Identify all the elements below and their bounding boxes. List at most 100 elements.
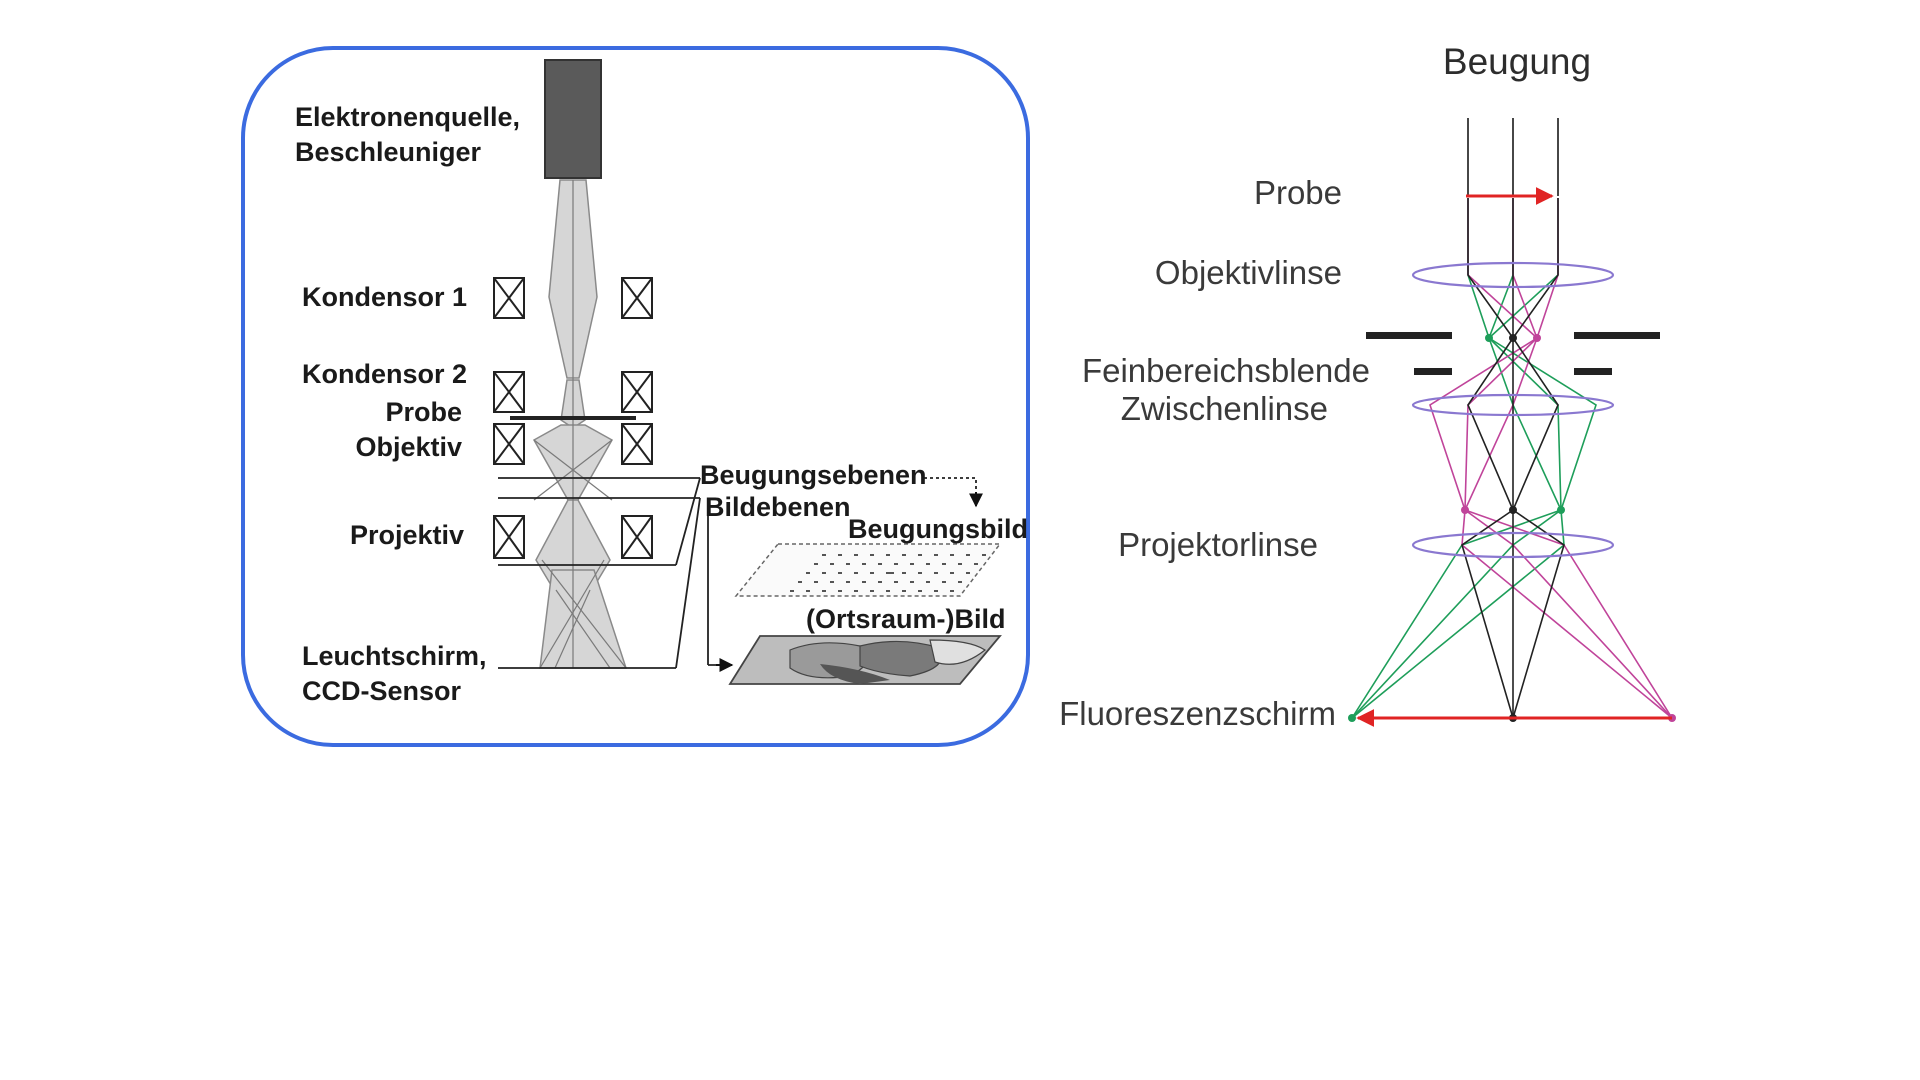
diffraction-spot (806, 572, 810, 574)
beam-rays (533, 180, 627, 669)
diffraction-spot (950, 572, 954, 574)
diagram-title: Beugung (1443, 41, 1591, 82)
diffraction-spot (838, 590, 842, 592)
plane-lines (498, 477, 977, 669)
diffraction-spot (878, 581, 882, 583)
diffraction-spot (958, 563, 962, 565)
label-screen-2: CCD-Sensor (302, 676, 462, 706)
diffraction-spot (822, 572, 826, 574)
diffraction-spot (926, 581, 930, 583)
incoming-beam (1467, 118, 1559, 196)
diffraction-spot (790, 590, 794, 592)
label-image-planes: Bildebenen (705, 492, 851, 522)
ray-trace (1464, 198, 1673, 719)
diffraction-spot (894, 581, 898, 583)
label-probe: Probe (1254, 174, 1342, 211)
projective-coils (493, 515, 653, 559)
label-projective: Projektiv (350, 520, 464, 550)
diffraction-spot (846, 581, 850, 583)
diffraction-spot (854, 572, 858, 574)
diffraction-spot (950, 590, 954, 592)
diffraction-spot (950, 554, 954, 556)
diffraction-spot (862, 581, 866, 583)
diffraction-spot (910, 581, 914, 583)
diffraction-spot (870, 590, 874, 592)
diffraction-spot (926, 563, 930, 565)
label-aperture: Feinbereichsblende (1082, 352, 1370, 389)
diffraction-spot (814, 581, 818, 583)
diffraction-spot (830, 581, 834, 583)
ray-group-green (1351, 198, 1597, 719)
selected-area-aperture (1366, 332, 1660, 375)
diffraction-spot (806, 590, 810, 592)
left-tem-column-diagram: Elektronenquelle, Beschleuniger Kondenso… (241, 46, 1030, 747)
ray-trace (1351, 198, 1562, 719)
condenser-2-coils (493, 371, 653, 413)
diffraction-spot (934, 572, 938, 574)
diffraction-spot (822, 590, 826, 592)
diffraction-spot (934, 590, 938, 592)
diffraction-spot (886, 554, 890, 556)
ray-trace (1461, 198, 1559, 719)
intermediate-lens (1411, 393, 1615, 417)
objective-lens (1411, 261, 1615, 289)
focal-points (1348, 334, 1676, 722)
diffraction-spot (878, 563, 882, 565)
diffraction-spot (958, 581, 962, 583)
label-diffraction-image: Beugungsbild (848, 514, 1028, 544)
diffraction-spot (870, 572, 874, 574)
diffraction-spot (902, 554, 906, 556)
real-space-image-plate (728, 635, 1002, 685)
diffraction-spot (854, 554, 858, 556)
diffraction-spot (966, 554, 970, 556)
diffraction-spot (822, 554, 826, 556)
label-condenser-2: Kondensor 2 (302, 359, 467, 389)
label-intermediate-lens: Zwischenlinse (1121, 390, 1328, 427)
ray-trace (1461, 198, 1673, 719)
diffraction-spot (846, 563, 850, 565)
label-objective: Objektiv (355, 432, 462, 462)
diffraction-spot (942, 581, 946, 583)
diffraction-spot (814, 563, 818, 565)
ray-trace (1351, 198, 1565, 719)
right-diffraction-ray-diagram: Beugung (1059, 41, 1676, 732)
diffraction-spot (902, 572, 906, 574)
diffraction-spot (862, 563, 866, 565)
diffraction-spot (838, 572, 842, 574)
diffraction-spot (934, 554, 938, 556)
diffraction-spot (886, 590, 890, 592)
diffraction-spot (982, 554, 986, 556)
diffraction-spot (854, 590, 858, 592)
diffraction-spot (918, 554, 922, 556)
label-real-space-image: (Ortsraum-)Bild (806, 604, 1006, 634)
label-objective-lens: Objektivlinse (1155, 254, 1342, 291)
projector-lens (1411, 531, 1615, 559)
condenser-1-coils (493, 277, 653, 319)
diffraction-spot (870, 554, 874, 556)
ray-group-magenta (1429, 198, 1673, 719)
diffraction-spot (886, 572, 894, 574)
label-electron-source-1: Elektronenquelle, (295, 102, 520, 132)
label-projector-lens: Projektorlinse (1118, 526, 1318, 563)
label-condenser-1: Kondensor 1 (302, 282, 467, 312)
diffraction-spot (894, 563, 898, 565)
label-diffraction-planes: Beugungsebenen (700, 460, 927, 490)
diffraction-spot (918, 590, 922, 592)
diffraction-spot (974, 563, 978, 565)
objective-coils (493, 423, 653, 465)
diffraction-spot (830, 563, 834, 565)
diffraction-spot (966, 572, 970, 574)
diffraction-spot (902, 590, 906, 592)
label-fluorescent-screen: Fluoreszenzschirm (1059, 695, 1336, 732)
diffraction-spot (910, 563, 914, 565)
electron-source (544, 59, 602, 179)
label-electron-source-2: Beschleuniger (295, 137, 482, 167)
label-sample: Probe (385, 397, 462, 427)
diffraction-spot (918, 572, 922, 574)
diffraction-spot (798, 581, 802, 583)
label-screen-1: Leuchtschirm, (302, 641, 487, 671)
ray-group-black (1461, 198, 1565, 719)
diffraction-spot (942, 563, 946, 565)
ray-trace (1467, 198, 1565, 719)
